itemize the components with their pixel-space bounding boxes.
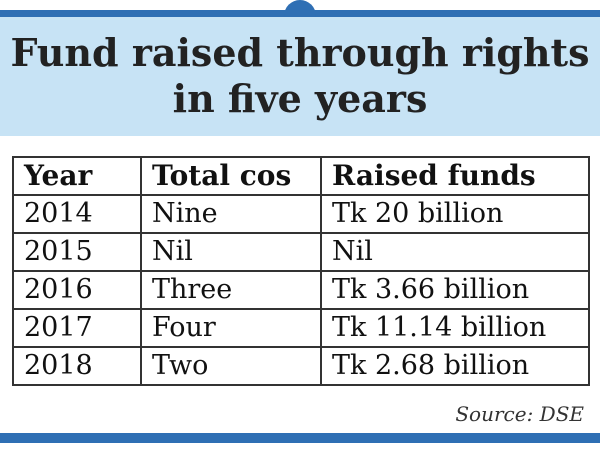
cell-raised-funds: Tk 11.14 billion [320, 308, 590, 348]
table-row: 2015 Nil Nil [12, 232, 590, 272]
table-row: 2016 Three Tk 3.66 billion [12, 270, 590, 310]
cell-total-cos: Two [140, 346, 322, 386]
cell-year: 2017 [12, 308, 142, 348]
cell-year: 2015 [12, 232, 142, 272]
cell-year: 2018 [12, 346, 142, 386]
data-table: Year Total cos Raised funds 2014 Nine Tk… [12, 156, 590, 386]
table-header-row: Year Total cos Raised funds [12, 156, 590, 196]
column-header-raised-funds: Raised funds [320, 156, 590, 196]
table-row: 2017 Four Tk 11.14 billion [12, 308, 590, 348]
cell-total-cos: Nil [140, 232, 322, 272]
title-line-2: in five years [172, 76, 428, 121]
cell-total-cos: Three [140, 270, 322, 310]
table-row: 2014 Nine Tk 20 billion [12, 194, 590, 234]
cell-year: 2016 [12, 270, 142, 310]
table-row: 2018 Two Tk 2.68 billion [12, 346, 590, 386]
cell-raised-funds: Tk 20 billion [320, 194, 590, 234]
title-band [0, 17, 600, 136]
cell-raised-funds: Tk 2.68 billion [320, 346, 590, 386]
cell-total-cos: Nine [140, 194, 322, 234]
cell-year: 2014 [12, 194, 142, 234]
title-line-1: Fund raised through rights [10, 30, 590, 75]
column-header-total-cos: Total cos [140, 156, 322, 196]
column-header-year: Year [12, 156, 142, 196]
chart-title: Fund raised through rights in five years [0, 30, 600, 122]
cell-total-cos: Four [140, 308, 322, 348]
source-note: Source: DSE [455, 402, 584, 426]
cell-raised-funds: Tk 3.66 billion [320, 270, 590, 310]
bottom-accent-bar [0, 433, 600, 443]
cell-raised-funds: Nil [320, 232, 590, 272]
